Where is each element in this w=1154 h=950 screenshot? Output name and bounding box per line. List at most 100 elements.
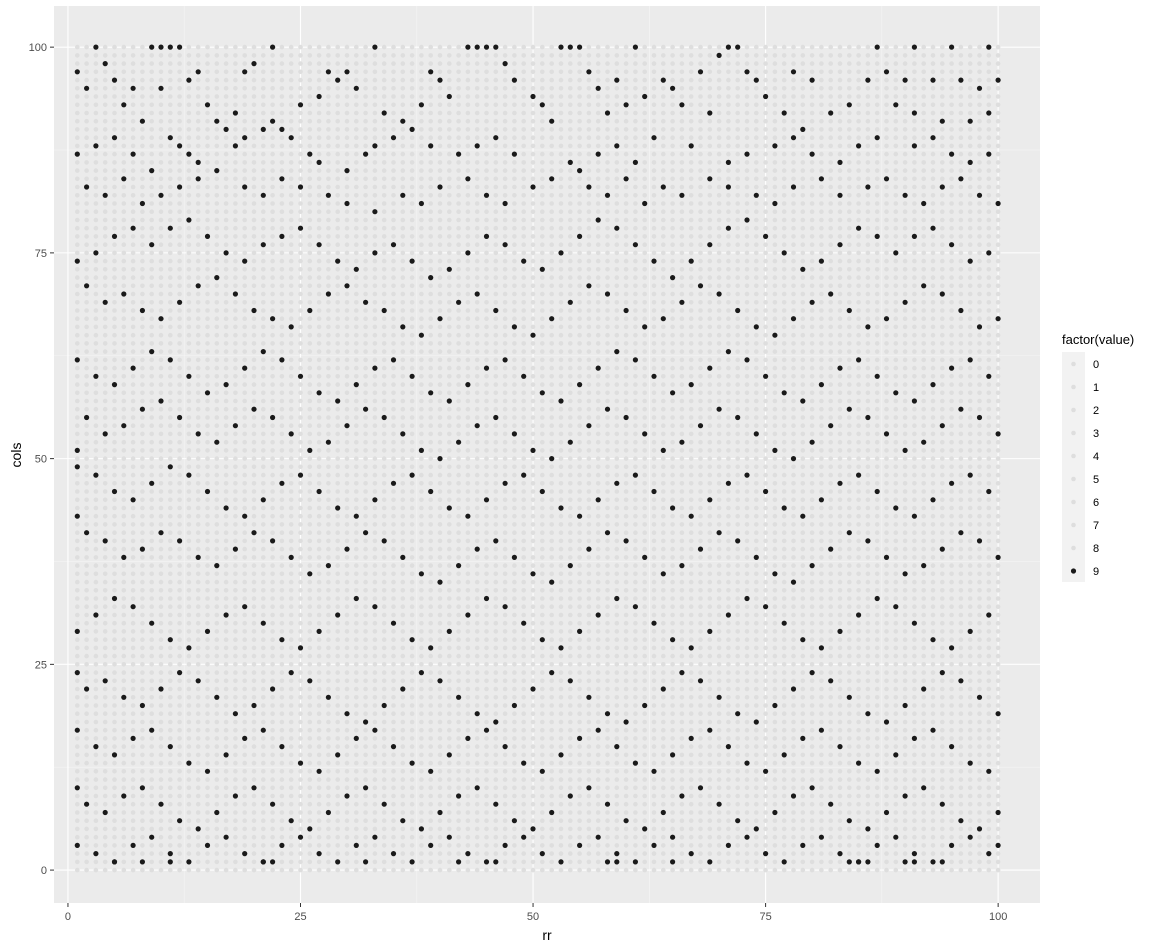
background-point (381, 645, 387, 651)
background-point (474, 620, 480, 626)
background-point (242, 324, 247, 330)
background-point (251, 300, 257, 305)
background-point (549, 151, 554, 157)
background-point (558, 801, 564, 807)
background-point (456, 505, 461, 511)
background-point (540, 695, 545, 700)
background-point (474, 843, 480, 848)
background-point (381, 357, 387, 363)
background-point (558, 209, 564, 214)
background-point (102, 86, 108, 91)
background-point (484, 135, 489, 140)
background-point (279, 522, 285, 527)
background-point (335, 234, 341, 239)
background-point (344, 481, 350, 486)
background-point (270, 530, 275, 535)
background-point (140, 620, 145, 626)
background-point (270, 94, 275, 99)
background-point (335, 291, 341, 297)
background-point (261, 151, 266, 157)
background-point (502, 283, 508, 289)
background-point (205, 579, 210, 585)
background-point (261, 818, 266, 823)
background-point (279, 390, 285, 396)
background-point (465, 431, 471, 437)
background-point (326, 275, 331, 280)
background-point (149, 118, 154, 124)
background-point (279, 308, 285, 313)
background-point (307, 522, 313, 527)
background-point (288, 505, 294, 511)
background-point (270, 522, 275, 527)
background-point (493, 489, 499, 494)
background-point (149, 522, 154, 527)
background-point (391, 291, 396, 297)
background-point (121, 217, 127, 223)
background-point (121, 785, 127, 791)
background-point (465, 143, 471, 149)
background-point (298, 365, 303, 371)
background-point (140, 341, 145, 346)
background-point (177, 423, 182, 429)
background-point (177, 118, 182, 124)
background-point (149, 324, 154, 330)
background-point (279, 53, 285, 58)
background-point (437, 423, 443, 429)
background-point (223, 324, 229, 330)
background-point (251, 538, 257, 544)
background-point (428, 662, 434, 667)
background-point (205, 53, 210, 58)
background-point (447, 61, 452, 66)
background-point (474, 267, 480, 272)
background-point (316, 291, 322, 297)
background-point (316, 118, 322, 124)
background-point (279, 258, 285, 264)
background-point (214, 201, 220, 206)
background-point (502, 645, 508, 651)
background-point (298, 61, 303, 66)
background-point (130, 695, 136, 700)
background-point (261, 382, 266, 387)
background-point (549, 851, 554, 856)
background-point (195, 505, 201, 511)
background-point (168, 250, 173, 256)
background-point (400, 423, 406, 429)
background-point (251, 118, 257, 124)
background-point (214, 777, 220, 782)
background-point (195, 143, 201, 149)
background-point (288, 464, 294, 470)
background-point (484, 258, 489, 264)
background-point (372, 843, 378, 848)
background-point (102, 867, 108, 873)
background-point (168, 530, 173, 535)
background-point (205, 662, 210, 667)
background-point (149, 801, 154, 807)
background-point (540, 448, 545, 453)
background-point (558, 637, 564, 642)
background-point (391, 193, 396, 198)
background-point (205, 283, 210, 289)
background-point (102, 629, 108, 634)
background-point (270, 61, 275, 66)
background-point (112, 810, 117, 815)
background-point (372, 275, 378, 280)
background-point (540, 653, 545, 659)
background-point (223, 332, 229, 338)
background-point (149, 777, 154, 782)
background-point (288, 686, 294, 692)
background-point (512, 168, 517, 173)
background-point (484, 439, 489, 445)
background-point (381, 127, 387, 132)
background-point (568, 818, 573, 823)
background-point (409, 653, 415, 659)
background-point (130, 258, 136, 264)
background-point (363, 489, 368, 494)
background-point (540, 513, 545, 519)
background-point (530, 711, 536, 716)
background-point (549, 406, 554, 412)
background-point (419, 406, 424, 412)
background-point (502, 513, 508, 519)
background-point (474, 217, 480, 223)
background-point (326, 686, 331, 692)
background-point (484, 127, 489, 132)
